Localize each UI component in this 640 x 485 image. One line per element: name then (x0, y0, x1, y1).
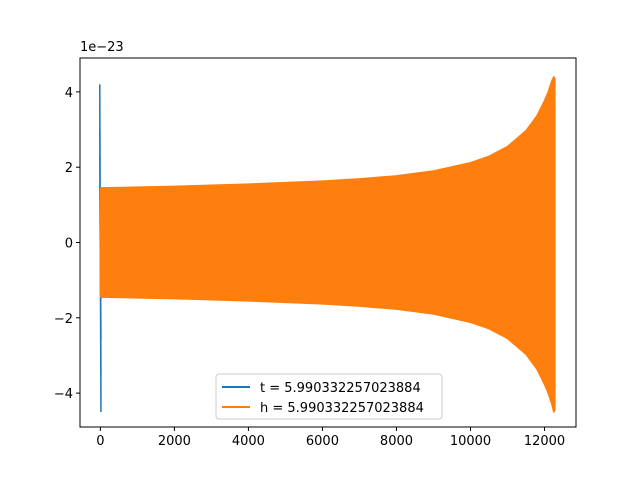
y-tick-label: 2 (65, 161, 73, 176)
y-tick-label: 4 (65, 86, 73, 101)
x-tick-label: 8000 (380, 434, 413, 449)
x-tick-label: 2000 (158, 434, 191, 449)
series-area-h (99, 76, 556, 413)
x-axis-ticks: 0 2000 4000 6000 8000 10000 12000 (96, 427, 565, 449)
legend-label: h = 5.990332257023884 (260, 401, 424, 416)
y-tick-label: −2 (54, 312, 73, 327)
legend: t = 5.990332257023884 h = 5.9903322570238… (215, 373, 443, 420)
y-axis-offset-text: 1e−23 (80, 40, 124, 55)
x-tick-label: 10000 (450, 434, 491, 449)
y-tick-label: −4 (54, 387, 73, 402)
x-tick-label: 0 (96, 434, 104, 449)
x-tick-label: 4000 (232, 434, 265, 449)
y-axis-ticks: −4 −2 0 2 4 (54, 86, 80, 402)
plot-series-layer (99, 76, 556, 413)
x-tick-label: 12000 (524, 434, 565, 449)
y-tick-label: 0 (65, 237, 73, 252)
legend-box (215, 373, 443, 420)
x-tick-label: 6000 (306, 434, 339, 449)
legend-label: t = 5.990332257023884 (260, 381, 421, 396)
